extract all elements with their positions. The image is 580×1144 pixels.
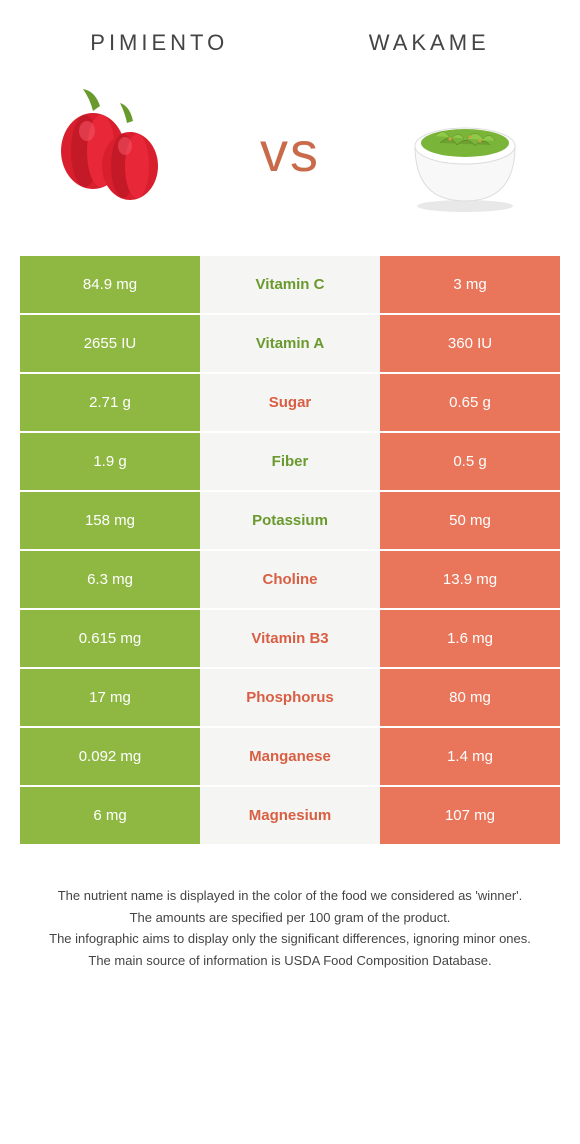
table-row: 6.3 mgCholine13.9 mg: [20, 551, 560, 610]
nutrient-label: Choline: [200, 551, 380, 608]
footnote-line: The infographic aims to display only the…: [30, 929, 550, 949]
nutrient-label: Vitamin C: [200, 256, 380, 313]
footnotes: The nutrient name is displayed in the co…: [0, 846, 580, 1002]
table-row: 17 mgPhosphorus80 mg: [20, 669, 560, 728]
left-value: 0.615 mg: [20, 610, 200, 667]
right-value: 107 mg: [380, 787, 560, 844]
nutrient-label: Fiber: [200, 433, 380, 490]
right-value: 1.6 mg: [380, 610, 560, 667]
left-value: 84.9 mg: [20, 256, 200, 313]
left-value: 6 mg: [20, 787, 200, 844]
nutrient-label: Phosphorus: [200, 669, 380, 726]
left-food-title: Pimiento: [90, 30, 228, 56]
right-value: 13.9 mg: [380, 551, 560, 608]
left-value: 17 mg: [20, 669, 200, 726]
vs-label: vs: [260, 119, 320, 184]
nutrient-label: Sugar: [200, 374, 380, 431]
comparison-table: 84.9 mgVitamin C3 mg2655 IUVitamin A360 …: [20, 256, 560, 846]
nutrient-label: Potassium: [200, 492, 380, 549]
left-value: 158 mg: [20, 492, 200, 549]
table-row: 158 mgPotassium50 mg: [20, 492, 560, 551]
footnote-line: The nutrient name is displayed in the co…: [30, 886, 550, 906]
nutrient-label: Vitamin A: [200, 315, 380, 372]
nutrient-label: Vitamin B3: [200, 610, 380, 667]
left-value: 2655 IU: [20, 315, 200, 372]
left-value: 6.3 mg: [20, 551, 200, 608]
right-value: 80 mg: [380, 669, 560, 726]
left-value: 0.092 mg: [20, 728, 200, 785]
table-row: 0.092 mgManganese1.4 mg: [20, 728, 560, 787]
right-value: 0.65 g: [380, 374, 560, 431]
footnote-line: The main source of information is USDA F…: [30, 951, 550, 971]
right-value: 50 mg: [380, 492, 560, 549]
right-value: 3 mg: [380, 256, 560, 313]
pimiento-image: [40, 76, 190, 226]
header: Pimiento Wakame: [0, 0, 580, 76]
wakame-bowl-icon: [395, 81, 535, 221]
footnote-line: The amounts are specified per 100 gram o…: [30, 908, 550, 928]
right-value: 1.4 mg: [380, 728, 560, 785]
table-row: 2655 IUVitamin A360 IU: [20, 315, 560, 374]
right-value: 360 IU: [380, 315, 560, 372]
table-row: 6 mgMagnesium107 mg: [20, 787, 560, 846]
nutrient-label: Magnesium: [200, 787, 380, 844]
wakame-image: [390, 76, 540, 226]
table-row: 1.9 gFiber0.5 g: [20, 433, 560, 492]
table-row: 2.71 gSugar0.65 g: [20, 374, 560, 433]
nutrient-label: Manganese: [200, 728, 380, 785]
right-food-title: Wakame: [369, 30, 490, 56]
left-value: 2.71 g: [20, 374, 200, 431]
table-row: 84.9 mgVitamin C3 mg: [20, 256, 560, 315]
left-value: 1.9 g: [20, 433, 200, 490]
pepper-icon: [45, 81, 185, 221]
right-value: 0.5 g: [380, 433, 560, 490]
table-row: 0.615 mgVitamin B31.6 mg: [20, 610, 560, 669]
images-row: vs: [0, 76, 580, 256]
